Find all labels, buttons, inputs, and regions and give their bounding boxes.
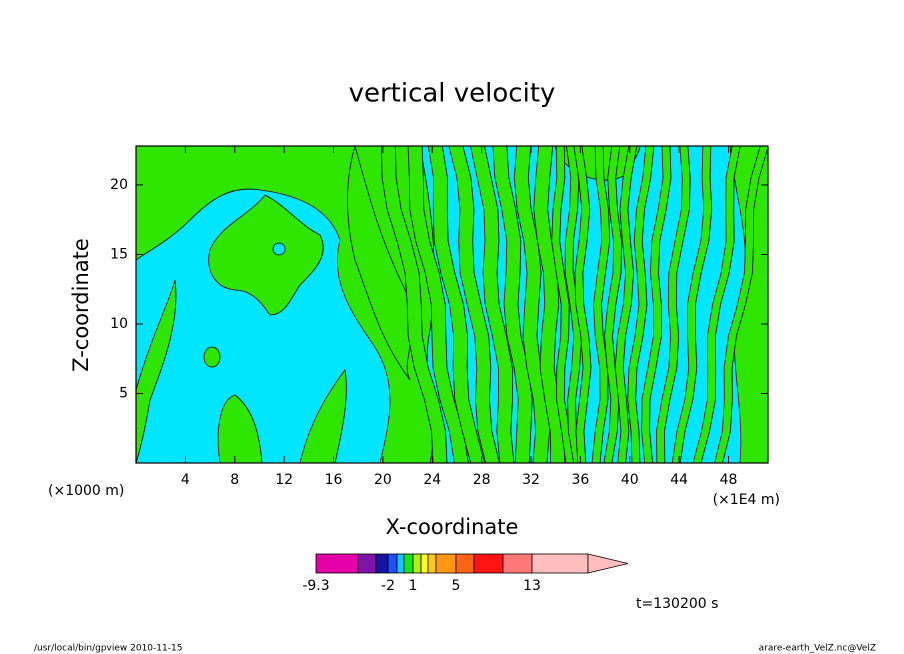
footer-right: arare-earth_VelZ.nc@VelZ bbox=[759, 644, 876, 654]
colorbar-label: -2 bbox=[381, 578, 395, 594]
plot-frame bbox=[135, 145, 769, 464]
y-tick-label: 10 bbox=[110, 316, 128, 332]
y-tick-label: 15 bbox=[110, 246, 128, 262]
contour-region bbox=[692, 146, 741, 463]
contour-region bbox=[217, 394, 263, 463]
colorbar-segment bbox=[387, 553, 398, 574]
contour-region bbox=[347, 146, 414, 381]
contour-region bbox=[381, 146, 448, 463]
colorbar-segment bbox=[455, 553, 475, 574]
contour-region bbox=[656, 146, 691, 463]
colorbar-segment bbox=[531, 553, 589, 574]
y-tick-label: 20 bbox=[110, 177, 128, 193]
contour-region bbox=[427, 146, 486, 463]
contour-region bbox=[470, 146, 515, 463]
colorbar-extension bbox=[587, 553, 629, 574]
y-unit: (×1000 m) bbox=[48, 483, 124, 499]
colorbar-segment bbox=[315, 553, 359, 574]
colorbar-segment bbox=[435, 553, 457, 574]
contour-region bbox=[573, 146, 592, 463]
time-label: t=130200 s bbox=[636, 596, 718, 612]
x-tick-label: 4 bbox=[181, 472, 190, 488]
contour-region bbox=[714, 146, 768, 463]
y-axis-label: Z-coordinate bbox=[69, 238, 93, 372]
contour-region bbox=[448, 146, 500, 463]
x-axis-label: X-coordinate bbox=[386, 515, 519, 539]
x-tick-label: 28 bbox=[473, 472, 491, 488]
x-tick-label: 24 bbox=[423, 472, 441, 488]
colorbar-segment bbox=[412, 553, 422, 574]
colorbar-label: 1 bbox=[409, 578, 418, 594]
contour-region bbox=[136, 279, 177, 463]
x-unit: (×1E4 m) bbox=[713, 492, 780, 508]
contour-region bbox=[208, 194, 324, 316]
contour-region bbox=[614, 146, 638, 463]
x-tick-label: 16 bbox=[325, 472, 343, 488]
contour-region bbox=[551, 146, 575, 463]
colorbar-label: 13 bbox=[523, 578, 541, 594]
colorbar-segment bbox=[375, 553, 389, 574]
x-tick-label: 32 bbox=[522, 472, 540, 488]
contour-region bbox=[272, 242, 286, 256]
chart-title: vertical velocity bbox=[349, 79, 556, 109]
contour-region bbox=[299, 369, 347, 463]
x-tick-label: 48 bbox=[720, 472, 738, 488]
contour-region bbox=[407, 146, 469, 463]
colorbar-segment bbox=[396, 553, 405, 574]
colorbar-segment bbox=[427, 553, 437, 574]
y-tick-label: 5 bbox=[119, 385, 128, 401]
contour-region bbox=[591, 146, 611, 463]
x-tick-label: 12 bbox=[275, 472, 293, 488]
contour-region bbox=[533, 146, 566, 463]
colorbar-segment bbox=[357, 553, 377, 574]
contour-region bbox=[671, 146, 713, 463]
colorbar-segment bbox=[502, 553, 533, 574]
x-tick-label: 20 bbox=[374, 472, 392, 488]
contour-region bbox=[203, 346, 221, 368]
contour-region bbox=[564, 146, 583, 463]
colorbar-segment bbox=[473, 553, 504, 574]
colorbar-label: -9.3 bbox=[302, 578, 329, 594]
colorbar-label: 5 bbox=[452, 578, 461, 594]
x-tick-label: 40 bbox=[621, 472, 639, 488]
contour-field bbox=[136, 146, 768, 463]
x-tick-label: 44 bbox=[670, 472, 688, 488]
colorbar-segment bbox=[403, 553, 414, 574]
x-tick-label: 8 bbox=[230, 472, 239, 488]
contour-region bbox=[627, 146, 655, 463]
x-tick-label: 36 bbox=[571, 472, 589, 488]
footer-left: /usr/local/bin/gpview 2010-11-15 bbox=[34, 644, 182, 654]
contour-region bbox=[641, 146, 672, 463]
colorbar-segment bbox=[420, 553, 429, 574]
